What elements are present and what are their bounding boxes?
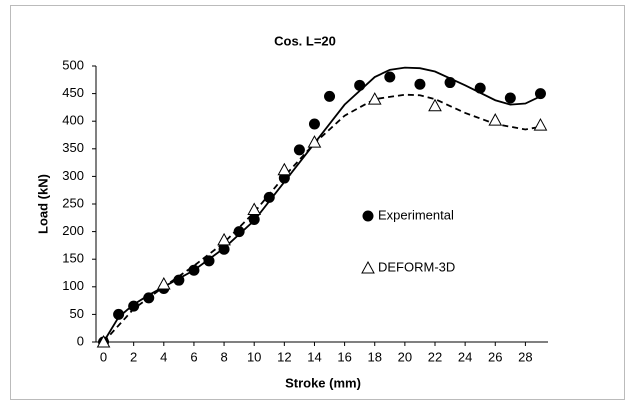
trend-line xyxy=(102,66,541,343)
y-tick-label: 100 xyxy=(62,278,84,293)
data-point xyxy=(533,118,548,131)
data-point xyxy=(354,79,366,91)
data-point xyxy=(367,92,382,105)
data-point xyxy=(488,113,503,126)
data-point xyxy=(113,308,125,320)
y-tick-label: 150 xyxy=(62,251,84,266)
x-tick-label: 16 xyxy=(337,349,351,364)
legend-marker xyxy=(361,260,375,274)
x-tick-label: 0 xyxy=(100,349,107,364)
data-point xyxy=(233,226,245,238)
data-point xyxy=(263,191,275,203)
data-point xyxy=(128,300,140,312)
data-point xyxy=(324,90,336,102)
y-tick-label: 300 xyxy=(62,168,84,183)
data-point xyxy=(307,135,322,148)
chart-frame xyxy=(10,5,625,400)
x-tick-label: 6 xyxy=(190,349,197,364)
y-tick-label: 0 xyxy=(77,333,84,348)
data-point xyxy=(293,144,305,156)
data-point xyxy=(156,276,171,290)
x-axis-label: Stroke (mm) xyxy=(285,375,361,390)
data-point xyxy=(534,88,546,100)
data-point xyxy=(173,274,185,286)
data-point xyxy=(188,264,200,276)
data-point xyxy=(474,82,486,94)
data-point xyxy=(248,213,260,225)
data-point xyxy=(428,98,442,112)
x-tick-label: 26 xyxy=(488,349,502,364)
trend-line xyxy=(102,93,541,343)
data-point xyxy=(96,334,111,348)
legend-marker xyxy=(362,210,374,222)
y-tick-label: 400 xyxy=(62,113,84,128)
x-tick-label: 12 xyxy=(277,349,291,364)
x-tick-label: 8 xyxy=(220,349,227,364)
x-tick-label: 2 xyxy=(130,349,137,364)
y-tick-label: 250 xyxy=(62,195,84,210)
data-point xyxy=(203,255,215,267)
data-point xyxy=(504,92,516,104)
data-point xyxy=(247,202,262,216)
y-tick-label: 200 xyxy=(62,223,84,238)
y-tick-label: 50 xyxy=(70,306,84,321)
x-tick-label: 4 xyxy=(160,349,167,364)
chart-title: Cos. L=20 xyxy=(274,33,336,48)
data-point xyxy=(384,71,396,83)
x-tick-label: 14 xyxy=(307,349,321,364)
x-tick-label: 10 xyxy=(247,349,261,364)
y-tick-label: 500 xyxy=(62,57,84,72)
y-tick-label: 450 xyxy=(62,85,84,100)
y-tick-label: 350 xyxy=(62,140,84,155)
x-tick-label: 24 xyxy=(458,349,472,364)
data-point xyxy=(414,78,426,90)
x-tick-label: 22 xyxy=(428,349,442,364)
data-point xyxy=(277,162,292,176)
y-axis-label: Load (kN) xyxy=(35,174,50,234)
data-point xyxy=(218,243,230,255)
x-tick-label: 20 xyxy=(398,349,412,364)
legend-label: Experimental xyxy=(378,207,454,222)
legend-label: DEFORM-3D xyxy=(378,259,455,274)
data-point xyxy=(308,118,320,130)
data-point xyxy=(444,77,456,89)
x-tick-label: 18 xyxy=(367,349,381,364)
data-point xyxy=(217,232,231,246)
x-tick-label: 28 xyxy=(518,349,532,364)
